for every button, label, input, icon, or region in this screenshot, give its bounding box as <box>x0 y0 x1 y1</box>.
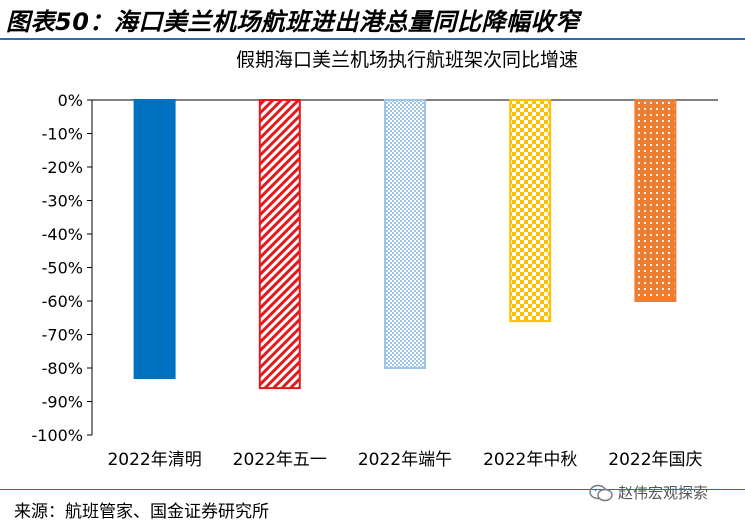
y-tick-label: -10% <box>42 125 83 144</box>
watermark: 赵伟宏观探索 <box>588 482 708 503</box>
y-tick-label: -50% <box>42 259 83 278</box>
bar <box>258 99 301 390</box>
figure-title: 图表50：海口美兰机场航班进出港总量同比降幅收窄 <box>6 8 580 36</box>
wechat-icon <box>589 484 613 501</box>
x-tick-label: 2022年五一 <box>233 450 327 470</box>
y-tick-label: -40% <box>42 225 83 244</box>
watermark-text: 赵伟宏观探索 <box>618 484 709 502</box>
y-axis: 0% -10% -20% -30% -40% -50% -60% -70% -80% -90% -1… <box>31 91 718 445</box>
y-tick-label: -30% <box>42 192 83 211</box>
bar-chart: 假期海口美兰机场执行航班架次同比增速 0% -10% -20% -30% -40% -50… <box>31 49 718 470</box>
source-divider <box>0 489 745 490</box>
x-tick-label: 2022年端午 <box>358 450 452 470</box>
bar <box>634 99 677 302</box>
y-tick-label: -100% <box>31 426 83 445</box>
x-tick-label: 2022年清明 <box>107 450 201 470</box>
bar <box>509 99 552 323</box>
bar <box>384 99 426 369</box>
y-tick-label: 0% <box>58 91 83 110</box>
y-tick-label: -70% <box>42 326 83 345</box>
source-note: 来源：航班管家、国金证券研究所 <box>14 502 269 522</box>
x-tick-label: 2022年国庆 <box>608 450 702 470</box>
bars-group <box>133 99 677 390</box>
y-tick-label: -80% <box>42 359 83 378</box>
y-tick-label: -20% <box>42 158 83 177</box>
chart-title: 假期海口美兰机场执行航班架次同比增速 <box>236 49 578 71</box>
title-divider <box>0 38 745 40</box>
y-tick-label: -60% <box>42 292 83 311</box>
x-tick-label: 2022年中秋 <box>483 450 577 470</box>
x-axis-labels: 2022年清明 2022年五一 2022年端午 2022年中秋 2022年国庆 <box>107 450 702 470</box>
bar <box>133 99 176 380</box>
y-tick-label: -90% <box>42 393 83 412</box>
